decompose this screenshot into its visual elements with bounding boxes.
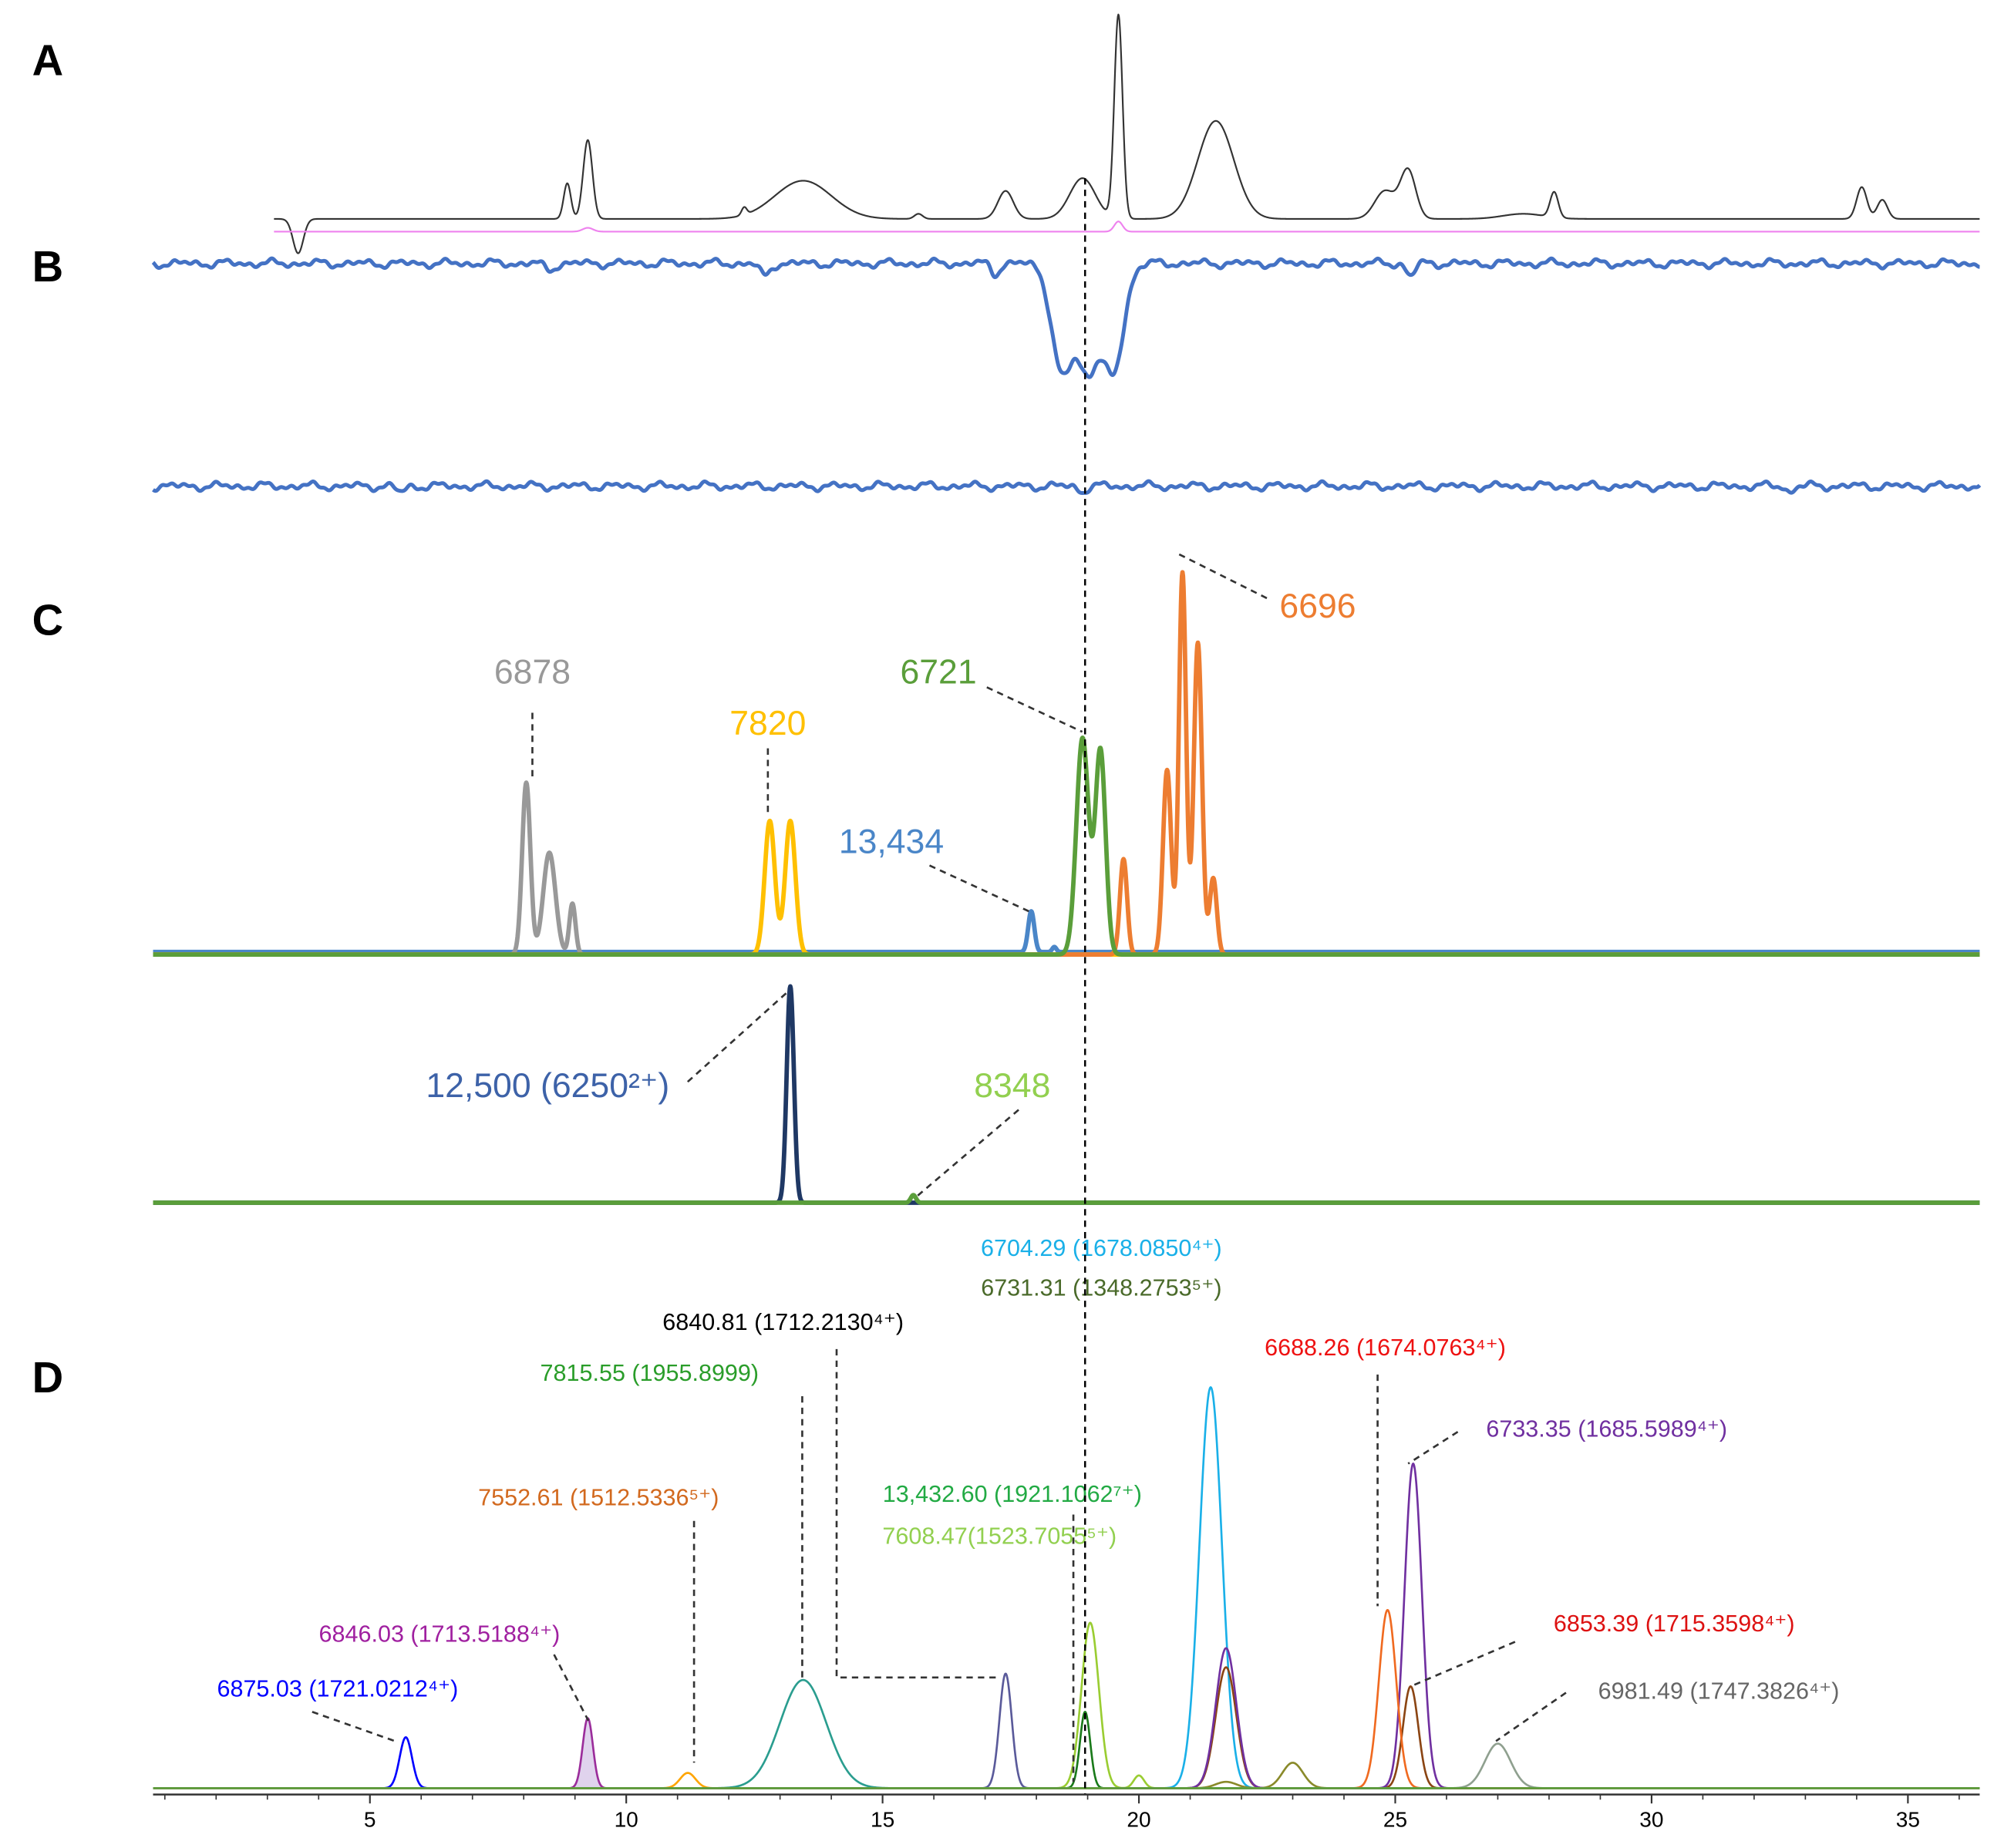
trace-fill	[153, 1718, 1980, 1789]
peak-label: 6688.26 (1674.0763⁴⁺)	[1265, 1335, 1506, 1361]
peak-label: 6696	[1279, 587, 1356, 625]
x-tick-label: 25	[1383, 1808, 1407, 1832]
leader-line	[835, 1348, 1000, 1679]
trace	[152, 1742, 1981, 1789]
trace	[152, 1711, 1981, 1789]
peak-label: 6875.03 (1721.0212⁴⁺)	[217, 1675, 458, 1702]
panel-letter: D	[32, 1353, 64, 1402]
peak-label: 13,432.60 (1921.1062⁷⁺)	[883, 1481, 1142, 1507]
x-tick-label: 5	[364, 1808, 376, 1832]
x-tick-label: 20	[1127, 1808, 1150, 1832]
peak-label: 6878	[494, 654, 571, 692]
trace	[151, 818, 1982, 958]
trace	[152, 1717, 1981, 1789]
panel-letter: B	[32, 242, 64, 291]
x-tick-label: 10	[615, 1808, 638, 1832]
x-tick-label: 15	[871, 1808, 894, 1832]
peak-label: 7552.61 (1512.5336⁵⁺)	[478, 1485, 719, 1511]
leader-line	[312, 1711, 396, 1742]
peak-label: 13,434	[839, 823, 944, 860]
peak-label: 7608.47(1523.7055⁵⁺)	[882, 1523, 1117, 1549]
leader-line	[1410, 1641, 1516, 1688]
x-tick-label: 35	[1896, 1808, 1920, 1832]
trace	[151, 256, 1982, 379]
trace	[151, 735, 1982, 958]
leader-line	[916, 1109, 1019, 1197]
trace	[151, 1193, 1982, 1205]
leader-line	[553, 1654, 590, 1722]
leader-line	[1495, 1691, 1567, 1742]
trace	[152, 1736, 1981, 1789]
panel-letter: A	[32, 35, 64, 84]
leader-line	[1407, 1431, 1459, 1465]
leader-line	[986, 686, 1083, 733]
peak-label: 7820	[729, 705, 806, 742]
trace	[151, 570, 1982, 958]
peak-label: 6721	[900, 654, 976, 692]
trace	[151, 780, 1982, 958]
trace	[151, 479, 1982, 495]
peak-label: 6731.31 (1348.2753⁵⁺)	[981, 1274, 1221, 1301]
leader-line	[686, 989, 790, 1083]
peak-label: 6981.49 (1747.3826⁴⁺)	[1598, 1678, 1840, 1705]
peak-label: 7815.55 (1955.8999)	[541, 1360, 760, 1386]
panel-letter: C	[32, 596, 64, 645]
trace	[273, 13, 1980, 254]
trace	[152, 1386, 1981, 1789]
leader-line	[928, 864, 1029, 913]
peak-label: 8348	[974, 1067, 1050, 1105]
leader-line	[1177, 552, 1268, 600]
trace	[152, 1621, 1981, 1789]
peak-label: 6853.39 (1715.3598⁴⁺)	[1554, 1611, 1795, 1637]
x-tick-label: 30	[1639, 1808, 1663, 1832]
peak-label: 6840.81 (1712.2130⁴⁺)	[662, 1309, 904, 1335]
peak-label: 6704.29 (1678.0850⁴⁺)	[981, 1235, 1222, 1261]
trace	[273, 220, 1980, 233]
peak-label: 6846.03 (1713.5188⁴⁺)	[319, 1621, 561, 1647]
peak-label: 12,500 (6250²⁺)	[426, 1067, 669, 1105]
peak-label: 6733.35 (1685.5989⁴⁺)	[1486, 1416, 1727, 1442]
trace	[152, 1772, 1981, 1789]
